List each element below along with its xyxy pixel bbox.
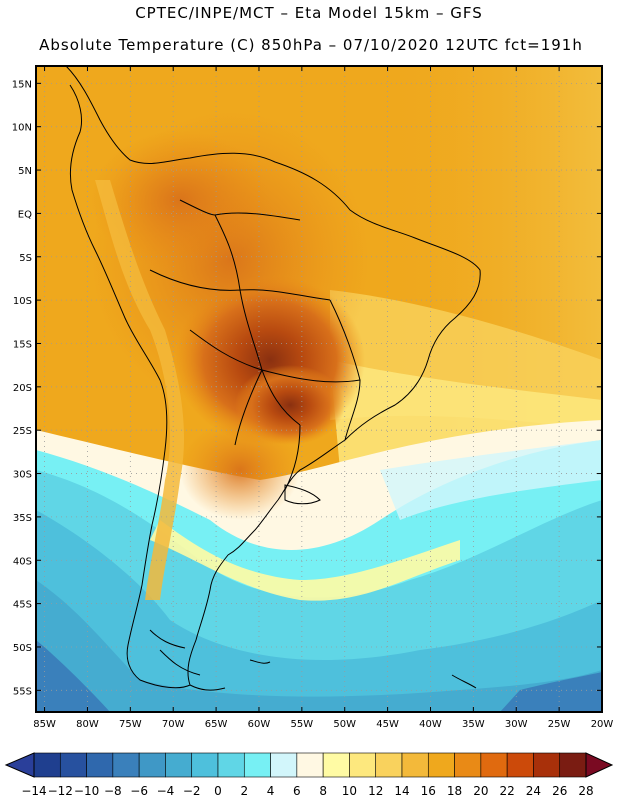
latitude-label: 20S [13,383,32,394]
longitude-label: 60W [248,719,271,730]
longitude-label: 75W [119,719,142,730]
colorbar-tick-label: 2 [240,784,248,798]
latitude-labels: 15N 10N 5N EQ 5S 10S 15S 20S 25S 30S 35S 40S 45S 50S 5… [12,79,602,697]
colorbar-swatch [243,752,271,778]
colorbar-tick-label: 10 [342,784,357,798]
colorbar-tick-label: 20 [473,784,488,798]
colorbar-swatch [427,752,455,778]
colorbar-swatch [322,752,350,778]
latitude-label: 15S [13,339,32,350]
latitude-label: 5N [18,166,32,177]
latitude-label: 55S [13,686,32,697]
colorbar-swatch [217,752,245,778]
longitude-label: 80W [76,719,99,730]
longitude-label: 70W [162,719,185,730]
colorbar-over-arrow [585,752,614,778]
colorbar-swatch [296,752,324,778]
colorbar-tick-label: 16 [421,784,436,798]
colorbar-tick-label: 14 [394,784,409,798]
colorbar-tick-label: 28 [578,784,593,798]
colorbar-swatch [138,752,166,778]
colorbar-tick-label: −6 [130,784,148,798]
map-title-line-2: Absolute Temperature (C) 850hPa – 07/10/… [39,36,583,54]
latitude-label: 25S [13,426,32,437]
latitude-label: 30S [13,470,32,481]
colorbar-swatch [480,752,508,778]
latitude-label: 35S [13,513,32,524]
longitude-label: 45W [376,719,399,730]
colorbar-tick-label: −10 [74,784,99,798]
colorbar-swatch [401,752,429,778]
map-title-line-1: CPTEC/INPE/MCT – Eta Model 15km – GFS [135,4,483,22]
colorbar-swatch [112,752,140,778]
longitude-label: 65W [205,719,228,730]
map-frame [35,65,603,713]
colorbar-swatch [454,752,482,778]
colorbar-tick-label: 24 [526,784,541,798]
latitude-label: 40S [13,556,32,567]
colorbar-tick-label: −8 [104,784,122,798]
longitude-label: 40W [419,719,442,730]
colorbar-swatch [506,752,534,778]
longitude-label: 55W [291,719,314,730]
temperature-field [36,66,602,712]
latitude-label: 45S [13,600,32,611]
colorbar-swatch [559,752,587,778]
colorbar-swatch [165,752,193,778]
colorbar-tick-label: 18 [447,784,462,798]
colorbar-tick-label: 0 [214,784,222,798]
latitude-label: EQ [18,209,32,220]
longitude-labels: 85W 80W 75W 70W 65W 60W 55W 50W 45W 40W 35W 30W 25W 2… [33,66,613,730]
longitude-label: 85W [33,719,56,730]
longitude-label: 20W [591,719,614,730]
colorbar-swatch [191,752,219,778]
colorbar-tick-label: 4 [267,784,275,798]
colorbar-tick-label: 26 [552,784,567,798]
colorbar-tick-label: −4 [157,784,175,798]
longitude-label: 30W [505,719,528,730]
colorbar-tick-label: 8 [319,784,327,798]
longitude-label: 35W [462,719,485,730]
colorbar-tick-label: −12 [48,784,73,798]
colorbar-tick-label: −2 [183,784,201,798]
coastlines [65,66,481,691]
colorbar-tick-label: 22 [500,784,515,798]
colorbar-swatch [86,752,114,778]
colorbar-swatch [349,752,377,778]
colorbar-tick-label: 12 [368,784,383,798]
colorbar-swatch [270,752,298,778]
longitude-label: 25W [548,719,571,730]
longitude-label: 50W [333,719,356,730]
colorbar-swatch [33,752,61,778]
latitude-label: 10S [13,296,32,307]
colorbar-swatch [533,752,561,778]
latitude-label: 5S [19,253,32,264]
colorbar-swatch [375,752,403,778]
latitude-label: 50S [13,643,32,654]
latitude-label: 15N [12,79,32,90]
latitude-label: 10N [12,123,32,134]
colorbar-tick-label: 6 [293,784,301,798]
colorbar-swatch [59,752,87,778]
colorbar-tick-label: −14 [21,784,46,798]
colorbar-under-arrow [4,752,35,778]
